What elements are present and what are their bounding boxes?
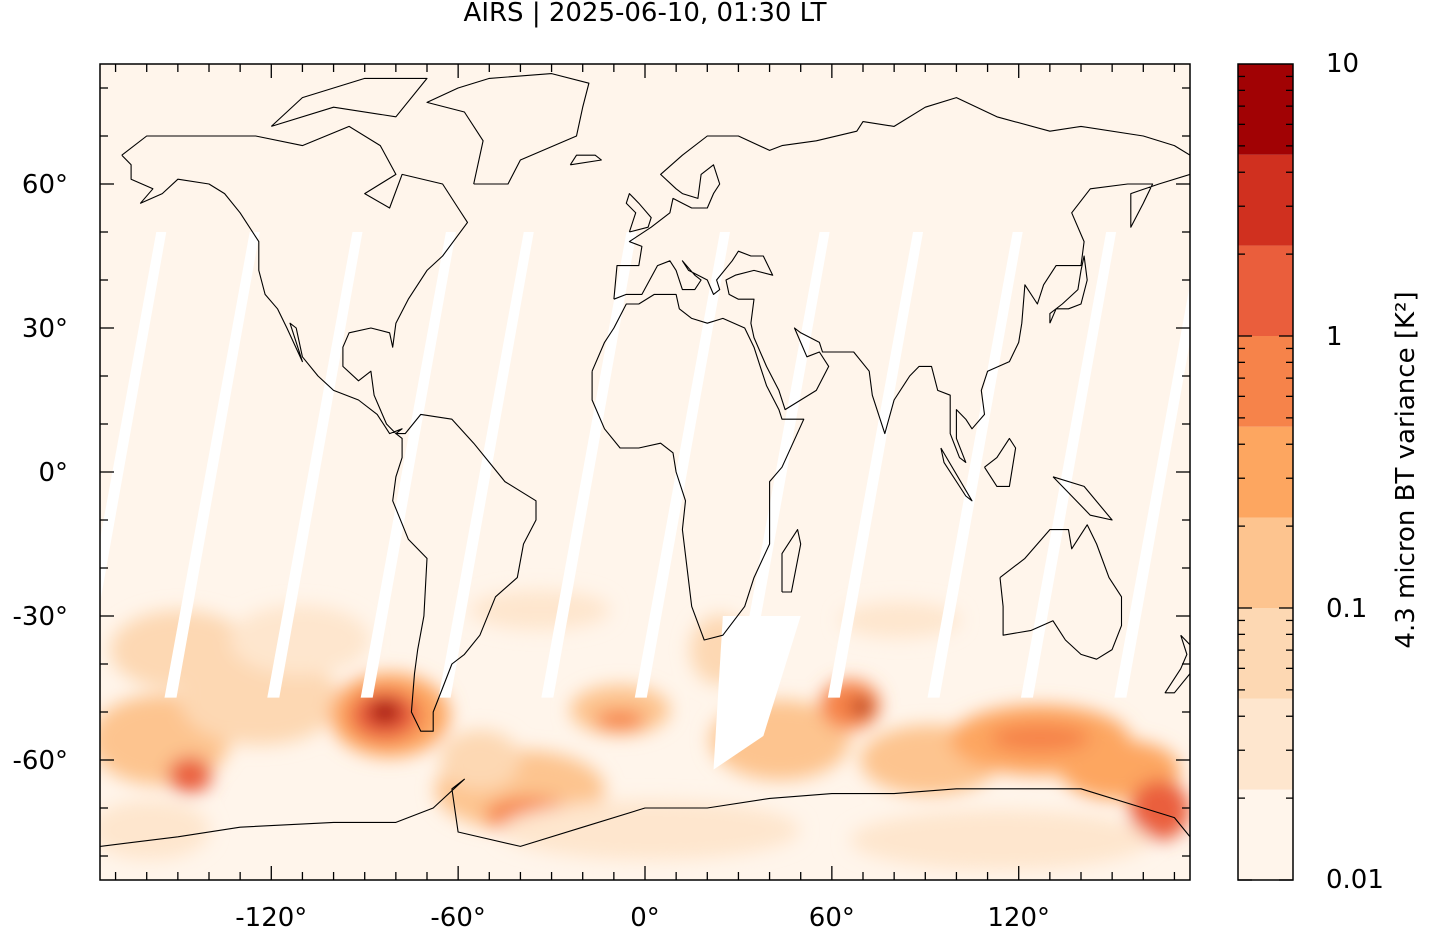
y-tick-label: 60°	[22, 170, 68, 200]
colorbar-bin	[1238, 154, 1293, 246]
colorbar-bin	[1238, 517, 1293, 608]
orbit-gap	[267, 232, 363, 698]
orbit-gap	[927, 232, 1023, 698]
coastline-madagascar	[781, 529, 802, 593]
colorbar	[1237, 63, 1294, 881]
colorbar-bin	[1238, 336, 1293, 427]
coastline-borneo	[984, 437, 1017, 487]
x-tick-label: 120°	[987, 903, 1050, 930]
coastline-antarctica	[100, 778, 1190, 847]
orbit-gap	[541, 232, 637, 698]
orbit-gap	[438, 232, 534, 698]
colorbar-tick-labels: 10 1 0.1 0.01	[1326, 49, 1384, 895]
colorbar-frame	[1237, 63, 1294, 881]
coastline-iceland	[569, 154, 602, 166]
plot-title: AIRS | 2025-06-10, 01:30 LT	[463, 0, 827, 28]
colorbar-bin	[1238, 64, 1293, 155]
coastline-africa	[591, 293, 805, 641]
coastline-south-america	[392, 413, 537, 732]
colorbar-bin	[1238, 426, 1293, 518]
coastline-sumatra	[940, 447, 973, 502]
x-tick-label: 0°	[630, 903, 660, 930]
y-tick-label: -60°	[13, 746, 68, 776]
coastline-new-guinea	[1052, 476, 1113, 521]
orbit-gap	[713, 616, 801, 770]
orbit-gap	[164, 232, 260, 698]
x-axis-labels: -120° -60° 0° 60° 120°	[235, 903, 1050, 930]
y-axis-labels: 60° 30° 0° -30° -60°	[13, 170, 68, 776]
colorbar-bin	[1238, 698, 1293, 790]
orbit-gaps	[100, 232, 1190, 770]
variance-field	[100, 590, 1190, 870]
colorbar-tick-label: 1	[1326, 322, 1343, 352]
colorbar-tick-label: 10	[1326, 49, 1359, 79]
colorbar-bin	[1238, 608, 1293, 699]
colorbar-title: 4.3 micron BT variance [K²]	[1391, 291, 1421, 649]
coastline-new-zealand	[1164, 634, 1190, 694]
orbit-gap	[634, 232, 730, 698]
coastline-japan	[1049, 255, 1088, 324]
x-tick-label: 60°	[809, 903, 855, 930]
coastline-north-america	[121, 125, 469, 435]
x-tick-label: -60°	[430, 903, 485, 930]
y-tick-label: 0°	[38, 458, 68, 488]
colorbar-bin	[1238, 245, 1293, 336]
x-tick-label: -120°	[235, 903, 307, 930]
coastline-australia	[999, 524, 1123, 660]
y-tick-label: -30°	[13, 602, 68, 632]
colorbar-tick-label: 0.01	[1326, 865, 1384, 895]
coastline-greenland	[426, 73, 590, 185]
orbit-gap	[827, 232, 924, 698]
colorbar-bin	[1238, 789, 1293, 880]
colorbar-tick-label: 0.1	[1326, 594, 1367, 624]
axis-ticks	[100, 64, 1190, 880]
orbit-gap	[360, 232, 456, 698]
y-tick-label: 30°	[22, 314, 68, 344]
coastline-canada-islands	[270, 77, 428, 127]
coastline-uk	[625, 193, 652, 233]
coastline-eurasia	[613, 97, 1190, 463]
orbit-gap	[1020, 232, 1117, 698]
coastlines	[100, 73, 1190, 847]
orbit-gap	[734, 232, 830, 698]
